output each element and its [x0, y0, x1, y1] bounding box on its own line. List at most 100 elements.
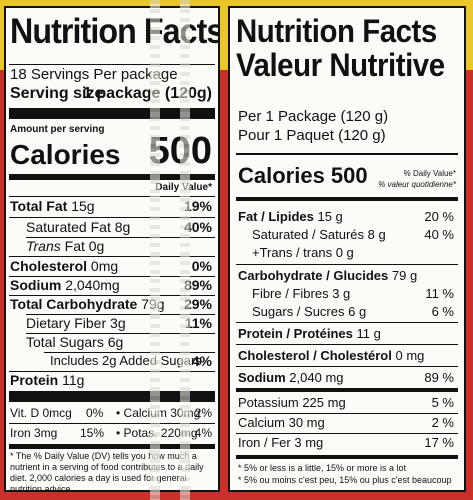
- divider: [9, 371, 215, 372]
- divider: [236, 344, 458, 345]
- nutrient-amount: 6 g: [348, 304, 367, 319]
- us-micro-vitamin-d: Vit. D 0mcg: [10, 406, 72, 420]
- divider: [9, 423, 215, 424]
- ca-row-saturated: Saturated / Saturés 8 g: [252, 227, 386, 242]
- thick-divider: [9, 391, 215, 402]
- nutrient-name: +Trans / trans: [252, 245, 333, 260]
- us-row-dietary-fiber: Dietary Fiber 3g: [26, 315, 126, 331]
- nutrient-name: Total Sugars: [26, 334, 104, 350]
- nutrient-name: Protein / Protéines: [238, 326, 353, 341]
- divider: [236, 322, 458, 323]
- us-dv-sodium: 89%: [183, 277, 212, 293]
- ca-row-iron: Iron / Fer 3 mg: [238, 435, 323, 450]
- nutrient-amount: 11g: [62, 372, 85, 388]
- ca-footnote-en: * 5% or less is a little, 15% or more is…: [238, 463, 407, 473]
- nutrient-name: Iron / Fer: [238, 435, 291, 450]
- package-crease: [150, 0, 160, 500]
- ca-row-cholesterol: Cholesterol / Cholestérol 0 mg: [238, 348, 424, 363]
- nutrient-name: Carbohydrate / Glucides: [238, 268, 389, 283]
- nutrient-name: Cholesterol: [10, 258, 88, 274]
- medium-divider: [9, 444, 215, 449]
- nutrient-amount: 0 g: [335, 245, 354, 260]
- nutrient-name: Sodium: [10, 277, 62, 293]
- ca-dv-sodium: 89 %: [424, 370, 454, 385]
- divider: [9, 256, 215, 257]
- us-dv-cholesterol: 0%: [191, 258, 212, 274]
- ca-row-sugars: Sugars / Sucres 6 g: [252, 304, 366, 319]
- divider: [44, 352, 215, 353]
- ca-footnote-fr: * 5% ou moins c'est peu, 15% ou plus c'e…: [238, 475, 452, 485]
- nutrient-amount: 79 g: [391, 268, 418, 283]
- ca-dv-potassium: 5 %: [431, 395, 454, 410]
- ca-calories: Calories 500: [238, 163, 368, 188]
- us-row-saturated-fat: Saturated Fat 8g: [26, 219, 130, 235]
- medium-divider: [236, 455, 458, 459]
- nutrient-amount: 2,040mg: [65, 277, 120, 293]
- us-micro-potassium: • Potas. 220mg: [116, 426, 198, 440]
- ca-dv-header-en: % Daily Value*: [403, 169, 456, 178]
- divider: [236, 264, 458, 265]
- nutrient-amount: 8 g: [367, 227, 386, 242]
- ca-row-calcium: Calcium 30 mg: [238, 415, 325, 430]
- ca-row-sodium: Sodium 2,040 mg: [238, 370, 344, 385]
- divider: [26, 237, 215, 238]
- nutrient-name: Cholesterol / Cholestérol: [238, 348, 392, 363]
- nutrient-amount: 3 mg: [294, 435, 324, 450]
- medium-divider: [9, 174, 215, 180]
- ca-title-fr: Valeur Nutritive: [236, 47, 445, 83]
- ca-dv-fat: 20 %: [424, 209, 454, 224]
- divider: [236, 413, 458, 414]
- us-micro-iron: Iron 3mg: [10, 426, 58, 440]
- thick-divider: [9, 108, 215, 119]
- us-footnote: * The % Daily Value (DV) tells you how m…: [10, 451, 204, 492]
- us-row-total-fat: Total Fat 15g: [10, 198, 95, 214]
- nutrient-name: Dietary Fiber: [26, 315, 107, 331]
- package-crease: [180, 0, 190, 500]
- micro-text: Potas. 220mg: [123, 426, 198, 440]
- ca-row-fibre: Fibre / Fibres 3 g: [252, 286, 350, 301]
- us-row-added-sugars: Includes 2g Added Sugars: [50, 353, 202, 368]
- ca-dv-saturated: 40 %: [424, 227, 454, 242]
- ca-dv-calcium: 2 %: [431, 415, 454, 430]
- us-dv-added-sugars: 4%: [191, 353, 212, 369]
- ca-dv-iron: 17 %: [424, 435, 454, 450]
- ca-dv-header-fr: % valeur quotidienne*: [378, 180, 456, 189]
- canada-nutrition-label: Nutrition Facts Valeur Nutritive Per 1 P…: [228, 6, 466, 492]
- us-micro-vitamin-d-dv: 0%: [86, 406, 104, 420]
- ca-per-fr: Pour 1 Paquet (120 g): [238, 127, 386, 144]
- divider: [26, 333, 215, 334]
- nutrient-name: Protein: [10, 372, 59, 388]
- nutrient-name: Sugars / Sucres: [252, 304, 345, 319]
- nutrient-name: Saturated Fat: [26, 219, 111, 235]
- us-micro-potassium-dv: 4%: [194, 426, 212, 440]
- ca-row-potassium: Potassium 225 mg: [238, 395, 346, 410]
- us-dv-total-carbohydrate: 29%: [183, 296, 212, 312]
- us-servings-per-package: 18 Servings Per package: [10, 66, 178, 83]
- nutrient-name: Calcium: [238, 415, 285, 430]
- nutrient-name-suffix: Fat: [64, 238, 85, 254]
- ca-row-protein: Protein / Protéines 11 g: [238, 326, 381, 341]
- nutrient-amount: 30 mg: [288, 415, 325, 430]
- us-row-total-sugars: Total Sugars 6g: [26, 334, 123, 350]
- us-serving-size-value: 1 package (120g): [83, 85, 212, 102]
- ca-row-trans: +Trans / trans 0 g: [252, 245, 354, 260]
- nutrient-amount: 15 g: [317, 209, 343, 224]
- nutrient-amount: 6g: [107, 334, 124, 350]
- ca-per-en: Per 1 Package (120 g): [238, 108, 389, 125]
- us-row-sodium: Sodium 2,040mg: [10, 277, 120, 293]
- nutrient-amount: 3 g: [332, 286, 351, 301]
- nutrient-name: Fibre / Fibres: [252, 286, 329, 301]
- ca-row-fat: Fat / Lipides 15 g: [238, 209, 343, 224]
- nutrient-name: Trans: [26, 238, 61, 254]
- us-micro-iron-dv: 15%: [80, 426, 105, 440]
- us-serving-size-label: Serving size: [10, 85, 104, 102]
- nutrient-name: Potassium: [238, 395, 299, 410]
- divider: [26, 314, 215, 315]
- ca-title-en: Nutrition Facts: [236, 13, 437, 49]
- divider: [9, 295, 215, 296]
- divider: [236, 433, 458, 434]
- us-row-protein: Protein 11g: [10, 372, 84, 388]
- nutrient-amount: 0mg: [90, 258, 119, 274]
- nutrient-amount: 0g: [88, 238, 105, 254]
- nutrient-name: Saturated / Saturés: [252, 227, 365, 242]
